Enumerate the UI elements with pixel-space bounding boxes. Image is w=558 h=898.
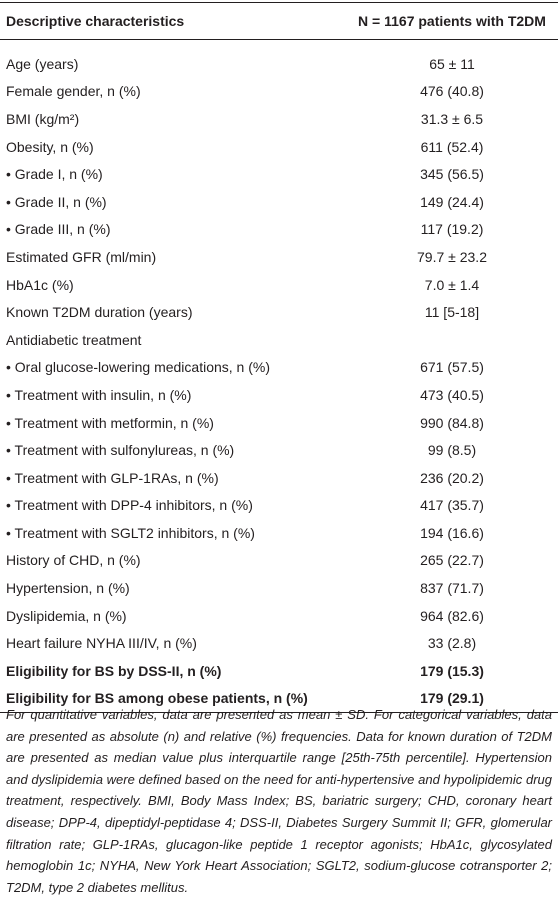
row-value: 31.3 ± 6.5 (420, 110, 484, 127)
table-row: • Treatment with sulfonylureas, n (%) 99 … (0, 436, 558, 464)
table-row: • Oral glucose-lowering medications, n (… (0, 354, 558, 382)
table-header: Descriptive characteristics N = 1167 pat… (0, 2, 558, 40)
row-label: BMI (kg/m²) (6, 110, 80, 127)
table-row: Eligibility for BS by DSS-II, n (%) 179 (… (0, 657, 558, 685)
row-value: 179 (15.3) (420, 662, 484, 679)
table-row: • Treatment with insulin, n (%) 473 (40.5… (0, 381, 558, 409)
row-value: 117 (19.2) (420, 221, 484, 238)
row-label: Known T2DM duration (years) (6, 304, 193, 321)
header-row: Descriptive characteristics N = 1167 pat… (0, 2, 558, 40)
row-value: 194 (16.6) (420, 524, 484, 541)
table-row: • Treatment with DPP-4 inhibitors, n (%)… (0, 492, 558, 520)
row-label: Female gender, n (%) (6, 83, 141, 100)
row-label: • Treatment with insulin, n (%) (6, 386, 192, 403)
table-row: Estimated GFR (ml/min) 79.7 ± 23.2 (0, 243, 558, 271)
table-row: History of CHD, n (%) 265 (22.7) (0, 547, 558, 575)
table-row: • Grade II, n (%) 149 (24.4) (0, 188, 558, 216)
row-label: • Treatment with SGLT2 inhibitors, n (%) (6, 524, 255, 541)
footnote: For quantitative variables, data are pre… (6, 707, 552, 895)
row-label: • Treatment with GLP-1RAs, n (%) (6, 469, 219, 486)
characteristics-table: Descriptive characteristics N = 1167 pat… (0, 2, 558, 713)
table-body: Age (years) 65 ± 11 Female gender, n (%) 47… (0, 40, 558, 713)
row-label: Eligibility for BS by DSS-II, n (%) (6, 662, 222, 679)
row-label: • Grade III, n (%) (6, 221, 111, 238)
table-row: Female gender, n (%) 476 (40.8) (0, 78, 558, 106)
row-value: 671 (57.5) (420, 359, 484, 376)
row-label: Estimated GFR (ml/min) (6, 248, 157, 265)
row-value: 7.0 ± 1.4 (424, 276, 480, 293)
row-value: 149 (24.4) (420, 193, 484, 210)
row-label: HbA1c (%) (6, 276, 74, 293)
row-label: • Grade I, n (%) (6, 166, 103, 183)
row-value: 990 (84.8) (420, 414, 484, 431)
row-label: Age (years) (6, 55, 79, 72)
row-label: • Grade II, n (%) (6, 193, 107, 210)
row-label: Obesity, n (%) (6, 138, 94, 155)
row-value: 33 (2.8) (427, 635, 477, 652)
row-value: 964 (82.6) (420, 607, 484, 624)
row-label: Heart failure NYHA III/IV, n (%) (6, 635, 197, 652)
row-label: • Treatment with DPP-4 inhibitors, n (%) (6, 497, 253, 514)
table-row: • Grade I, n (%) 345 (56.5) (0, 160, 558, 188)
table-row: Age (years) 65 ± 11 (0, 40, 558, 78)
row-value: 179 (29.1) (420, 690, 484, 707)
row-value: 11 [5-18] (424, 304, 480, 321)
table-row: • Treatment with metformin, n (%) 990 (84… (0, 409, 558, 437)
row-value: 345 (56.5) (420, 166, 484, 183)
row-value: 79.7 ± 23.2 (417, 248, 487, 265)
row-value: 417 (35.7) (420, 497, 484, 514)
table-row: Hypertension, n (%) 837 (71.7) (0, 574, 558, 602)
row-label: Antidiabetic treatment (6, 331, 142, 348)
row-value: 99 (8.5) (427, 442, 477, 459)
table-row: • Treatment with SGLT2 inhibitors, n (%)… (0, 519, 558, 547)
row-label: Hypertension, n (%) (6, 580, 130, 597)
row-label: Eligibility for BS among obese patients,… (6, 690, 308, 707)
row-value: 611 (52.4) (420, 138, 484, 155)
row-value: 265 (22.7) (420, 552, 484, 569)
row-value: 236 (20.2) (420, 469, 484, 486)
row-value: 476 (40.8) (420, 83, 484, 100)
table-row: Antidiabetic treatment (0, 326, 558, 354)
row-label: History of CHD, n (%) (6, 552, 141, 569)
table-row: HbA1c (%) 7.0 ± 1.4 (0, 271, 558, 299)
row-value: 473 (40.5) (420, 386, 484, 403)
row-value: 65 ± 11 (429, 55, 475, 72)
table-row: BMI (kg/m²) 31.3 ± 6.5 (0, 105, 558, 133)
table-row: • Grade III, n (%) 117 (19.2) (0, 216, 558, 244)
table-row: • Treatment with GLP-1RAs, n (%) 236 (20.… (0, 464, 558, 492)
table-row: Obesity, n (%) 611 (52.4) (0, 133, 558, 161)
row-label: • Oral glucose-lowering medications, n (… (6, 359, 271, 376)
row-label: • Treatment with sulfonylureas, n (%) (6, 442, 235, 459)
table-row: Eligibility for BS among obese patients,… (0, 685, 558, 713)
header-cell: N = 1167 patients with T2DM (358, 13, 546, 29)
row-label: • Treatment with metformin, n (%) (6, 414, 214, 431)
row-value: 837 (71.7) (420, 580, 484, 597)
header-cell: Descriptive characteristics (6, 13, 185, 29)
row-value (346, 326, 558, 354)
table-row: Known T2DM duration (years) 11 [5-18] (0, 298, 558, 326)
row-label: Dyslipidemia, n (%) (6, 607, 127, 624)
table-row: Heart failure NYHA III/IV, n (%) 33 (2.8) (0, 629, 558, 657)
table-row: Dyslipidemia, n (%) 964 (82.6) (0, 602, 558, 630)
